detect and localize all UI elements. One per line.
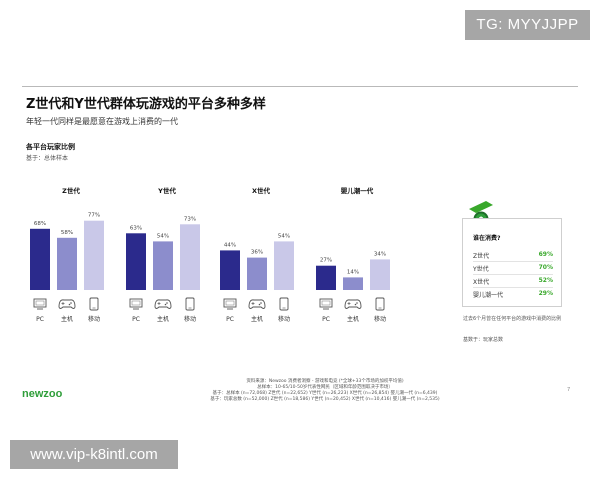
watermark-site: www.vip-k8intl.com xyxy=(10,440,178,469)
bar xyxy=(220,250,240,290)
category-label: PC xyxy=(132,316,140,323)
category-label: 主机 xyxy=(157,315,169,323)
gamepad-icon xyxy=(154,299,172,309)
footer-source-line: 基于：玩家总数 (n=52,000) Z世代 (n=18,586) Y世代 (n… xyxy=(210,397,440,402)
consume-row-name: 婴儿潮一代 xyxy=(473,292,504,299)
bar xyxy=(84,220,104,290)
chart-title: 各平台玩家比例 xyxy=(26,143,75,151)
bar-value-label: 34% xyxy=(374,251,386,257)
bar xyxy=(126,233,146,290)
bar xyxy=(370,259,390,290)
category-label: 移动 xyxy=(88,315,100,323)
category-label: 移动 xyxy=(278,315,290,323)
consume-row: 婴儿潮一代 29% xyxy=(473,290,553,300)
divider xyxy=(22,86,578,87)
bar-value-label: 58% xyxy=(61,230,73,236)
watermark-tg: TG: MYYJJPP xyxy=(465,10,590,40)
row-divider xyxy=(473,261,553,262)
mobile-icon xyxy=(375,297,385,311)
mobile-icon xyxy=(185,297,195,311)
footer-sources: 资料来源：Newzoo 消费者洞察 - 游戏和电竞 (*全球+33个市场的加权平… xyxy=(160,379,490,403)
category-label: PC xyxy=(322,316,330,323)
consume-row-name: X世代 xyxy=(473,279,490,286)
category-label: 移动 xyxy=(374,315,386,323)
category-label: 主机 xyxy=(251,315,263,323)
gamepad-icon xyxy=(248,299,266,309)
page-title: Z世代和Y世代群体玩游戏的平台多种多样 xyxy=(26,97,266,112)
bar xyxy=(247,257,267,290)
page-number: 7 xyxy=(567,387,571,393)
consume-row-value: 70% xyxy=(538,264,553,271)
bar xyxy=(30,228,50,290)
footer-source-line: 基于：总样本 (n=72,068) Z世代 (n=22,652) Y世代 (n=… xyxy=(212,391,438,396)
pc-icon xyxy=(129,298,143,310)
bar-value-label: 27% xyxy=(320,258,332,264)
category-label: 移动 xyxy=(184,315,196,323)
bar-value-label: 77% xyxy=(88,213,100,219)
footer-source-line: 资料来源：Newzoo 消费者洞察 - 游戏和电竞 (*全球+33个市场的加权平… xyxy=(246,379,404,384)
bar-value-label: 68% xyxy=(34,221,46,227)
bar-value-label: 44% xyxy=(224,242,236,248)
bar-value-label: 14% xyxy=(347,269,359,275)
bar-value-label: 73% xyxy=(184,216,196,222)
bar-value-label: 54% xyxy=(157,233,169,239)
bar xyxy=(274,241,294,290)
bar-value-label: 54% xyxy=(278,233,290,239)
consume-panel: 谁在消费? Z世代 69% Y世代 70% X世代 52% 婴儿潮一代 29% xyxy=(462,218,562,307)
mobile-icon xyxy=(279,297,289,311)
consume-row-name: Z世代 xyxy=(473,253,490,260)
consume-row-name: Y世代 xyxy=(473,266,489,273)
category-label: PC xyxy=(36,316,44,323)
consume-row: X世代 52% xyxy=(473,277,553,288)
bar-value-label: 63% xyxy=(130,225,142,231)
consume-row-value: 69% xyxy=(538,251,553,258)
bar xyxy=(180,224,200,290)
row-divider xyxy=(473,274,553,275)
row-divider xyxy=(473,287,553,288)
bar xyxy=(316,265,336,290)
chart-base-note: 基于：总体样本 xyxy=(26,155,69,162)
consume-row: Y世代 70% xyxy=(473,264,553,275)
group-label: 婴儿潮一代 xyxy=(341,186,374,195)
bar-value-label: 36% xyxy=(251,250,263,256)
pc-icon xyxy=(33,298,47,310)
gamepad-icon xyxy=(344,299,362,309)
bar xyxy=(153,241,173,290)
pc-icon xyxy=(223,298,237,310)
consume-title: 谁在消费? xyxy=(473,235,501,242)
consume-row-value: 29% xyxy=(538,290,553,297)
bar xyxy=(57,237,77,290)
consume-base-note: 基数于：玩家总数 xyxy=(463,337,504,343)
category-label: 主机 xyxy=(347,315,359,323)
group-label: Y世代 xyxy=(157,186,176,195)
category-label: 主机 xyxy=(61,315,73,323)
mobile-icon xyxy=(89,297,99,311)
newzoo-logo: newzoo xyxy=(22,388,63,400)
consume-row-value: 52% xyxy=(538,277,553,284)
consume-note: 过去6个月曾在任何平台的游戏中消费的比例 xyxy=(463,316,562,322)
bar-chart: Z世代 68% PC 58% 主机 77% 移动 Y世代 63% PC 54% 主机 73% 移动 X世代 4… xyxy=(30,186,390,323)
page-subtitle: 年轻一代同样是最愿意在游戏上消费的一代 xyxy=(26,117,178,126)
group-label: Z世代 xyxy=(62,186,80,195)
consume-row: Z世代 69% xyxy=(473,251,553,262)
pc-icon xyxy=(319,298,333,310)
group-label: X世代 xyxy=(252,186,271,195)
footer-source-line: 总样本：10-65/10-50岁代表性网民（区域和年龄范围取决于市场） xyxy=(257,385,393,390)
gamepad-icon xyxy=(58,299,76,309)
bar xyxy=(343,277,363,290)
category-label: PC xyxy=(226,316,234,323)
